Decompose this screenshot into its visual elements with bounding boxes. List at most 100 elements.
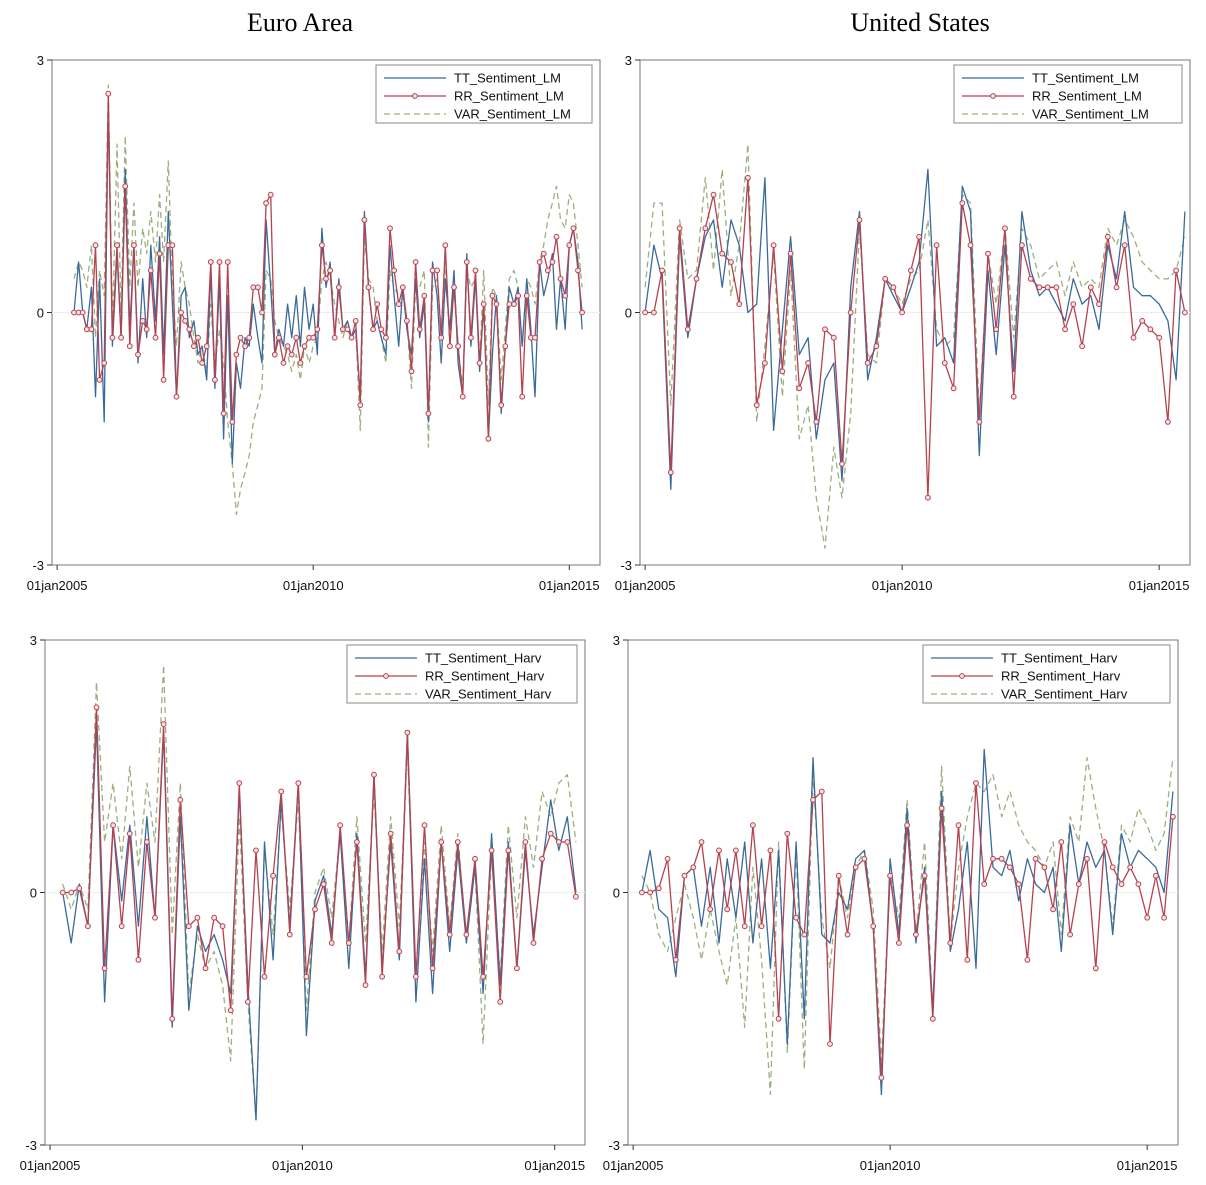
series-point-RR_Sentiment_Harv (938, 805, 945, 812)
series-point-RR_Sentiment_LM (745, 174, 751, 181)
y-tick-label: -3 (608, 1138, 620, 1153)
x-tick-label: 01jan2005 (27, 578, 88, 593)
series-point-RR_Sentiment_Harv (887, 872, 894, 879)
series-point-RR_Sentiment_Harv (270, 872, 277, 879)
series-point-RR_Sentiment_LM (1147, 326, 1154, 333)
series-point-RR_Sentiment_LM (684, 326, 691, 333)
series-point-RR_Sentiment_LM (967, 242, 974, 249)
series-point-RR_Sentiment_LM (271, 351, 278, 358)
series-point-RR_Sentiment_LM (301, 343, 308, 350)
series-point-RR_Sentiment_LM (310, 334, 317, 341)
series-point-RR_Sentiment_Harv (463, 931, 470, 938)
series-point-RR_Sentiment_Harv (118, 923, 125, 930)
series-point-RR_Sentiment_LM (1070, 301, 1077, 308)
series-point-RR_Sentiment_LM (553, 233, 560, 240)
series-point-RR_Sentiment_Harv (964, 956, 971, 963)
series-point-RR_Sentiment_LM (985, 250, 991, 257)
series-point-RR_Sentiment_LM (1036, 284, 1043, 291)
series-point-RR_Sentiment_LM (455, 343, 462, 350)
series-point-RR_Sentiment_Harv (655, 885, 662, 892)
series-point-RR_Sentiment_LM (79, 309, 86, 316)
series-point-RR_Sentiment_Harv (707, 906, 714, 913)
series-point-RR_Sentiment_LM (374, 301, 381, 308)
series-point-RR_Sentiment_LM (378, 326, 385, 333)
series-point-RR_Sentiment_LM (182, 318, 189, 324)
series-point-RR_Sentiment_LM (1113, 284, 1120, 291)
chart-euro-area-harv: 3 0 -3 01jan2005 01jan2010 01jan2015 TT_Sentim… (20, 633, 586, 1173)
series-point-RR_Sentiment_Harv (775, 1015, 782, 1022)
series-point-RR_Sentiment_Harv (514, 965, 520, 972)
series-point-RR_Sentiment_LM (562, 292, 569, 299)
legend-label: RR_Sentiment_Harv (1001, 669, 1121, 684)
series-point-RR_Sentiment_LM (288, 351, 295, 358)
series-point-RR_Sentiment_Harv (345, 940, 352, 946)
legend-label: TT_Sentiment_LM (1032, 71, 1139, 86)
series-point-RR_Sentiment_LM (1053, 284, 1060, 291)
series-point-RR_Sentiment_LM (544, 267, 551, 274)
series-point-RR_Sentiment_Harv (921, 872, 928, 879)
x-tick-label: 01jan2005 (603, 1158, 664, 1173)
series-point-RR_Sentiment_Harv (733, 847, 739, 854)
series-point-RR_Sentiment_LM (1002, 225, 1008, 232)
series-point-RR_Sentiment_LM (284, 343, 291, 350)
series-point-RR_Sentiment_Harv (1075, 881, 1082, 888)
y-tick-label: 0 (37, 306, 44, 321)
legend-box (375, 64, 593, 124)
series-point-RR_Sentiment_LM (575, 267, 581, 274)
series-point-RR_Sentiment_Harv (160, 721, 167, 728)
x-tick-label: 01jan2010 (860, 1158, 921, 1173)
series-point-RR_Sentiment_Harv (741, 923, 748, 930)
series-point-RR_Sentiment_LM (242, 343, 249, 350)
series-line-TT_Sentiment_LM (644, 168, 1186, 490)
series-point-RR_Sentiment_Harv (505, 847, 512, 854)
series-point-RR_Sentiment_LM (925, 494, 931, 501)
series-point-RR_Sentiment_LM (191, 343, 197, 350)
series-line-TT_Sentiment_Harv (641, 748, 1174, 1096)
series-point-RR_Sentiment_LM (361, 217, 368, 223)
series-point-RR_Sentiment_Harv (818, 788, 825, 795)
series-point-RR_Sentiment_LM (147, 267, 154, 274)
series-point-RR_Sentiment_LM (263, 200, 270, 207)
series-point-RR_Sentiment_Harv (1170, 813, 1176, 820)
series-point-RR_Sentiment_LM (122, 183, 129, 190)
series-point-RR_Sentiment_LM (71, 309, 77, 316)
series-point-RR_Sentiment_LM (659, 267, 665, 274)
series-point-RR_Sentiment_LM (485, 435, 492, 442)
series-point-RR_Sentiment_Harv (1032, 855, 1039, 862)
series-point-RR_Sentiment_Harv (387, 830, 394, 837)
series-point-RR_Sentiment_LM (101, 360, 108, 366)
series-point-RR_Sentiment_Harv (1109, 864, 1116, 871)
y-tick-label: 0 (613, 886, 620, 901)
series-point-RR_Sentiment_Harv (480, 973, 487, 980)
series-point-RR_Sentiment_LM (135, 351, 141, 358)
series-point-RR_Sentiment_LM (570, 225, 577, 232)
series-point-RR_Sentiment_Harv (981, 881, 988, 888)
series-point-RR_Sentiment_LM (442, 242, 449, 249)
series-point-RR_Sentiment_LM (352, 318, 359, 324)
series-point-RR_Sentiment_LM (297, 360, 304, 366)
series-point-RR_Sentiment_LM (536, 259, 543, 265)
series-point-RR_Sentiment_LM (229, 419, 236, 425)
series-point-RR_Sentiment_LM (822, 326, 828, 333)
legend-label: RR_Sentiment_Harv (425, 669, 545, 684)
series-point-RR_Sentiment_Harv (135, 956, 142, 963)
series-point-RR_Sentiment_LM (237, 334, 244, 341)
x-tick-label: 01jan2015 (1117, 1158, 1178, 1173)
series-point-RR_Sentiment_LM (515, 292, 521, 299)
series-point-RR_Sentiment_LM (1087, 284, 1094, 291)
series-point-RR_Sentiment_LM (532, 334, 538, 341)
series-line-VAR_Sentiment_Harv (641, 757, 1174, 1096)
legend: TT_Sentiment_Harv RR_Sentiment_Harv VAR_Se… (922, 644, 1171, 704)
series-point-RR_Sentiment_Harv (101, 965, 108, 972)
series-point-RR_Sentiment_Harv (404, 729, 411, 736)
legend: TT_Sentiment_Harv RR_Sentiment_Harv VAR_Se… (346, 644, 578, 704)
chart-euro-area-lm: 3 0 -3 01jan2005 01jan2010 01jan2015 TT_Sentim… (27, 53, 601, 593)
series-point-RR_Sentiment_Harv (947, 940, 954, 946)
series-point-RR_Sentiment_LM (1019, 242, 1025, 249)
series-point-RR_Sentiment_LM (1121, 242, 1128, 249)
series-point-RR_Sentiment_LM (395, 301, 402, 308)
series-point-RR_Sentiment_LM (796, 385, 803, 392)
legend-marker (383, 673, 389, 679)
series-point-RR_Sentiment_Harv (194, 914, 201, 921)
series-point-RR_Sentiment_LM (882, 275, 889, 282)
